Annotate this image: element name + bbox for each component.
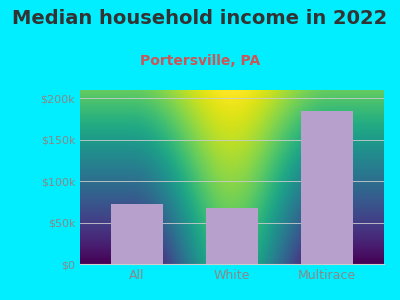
Text: Portersville, PA: Portersville, PA bbox=[140, 54, 260, 68]
Text: Median household income in 2022: Median household income in 2022 bbox=[12, 9, 388, 28]
Bar bbox=[301, 111, 353, 264]
Bar bbox=[206, 208, 258, 264]
Bar bbox=[111, 204, 163, 264]
